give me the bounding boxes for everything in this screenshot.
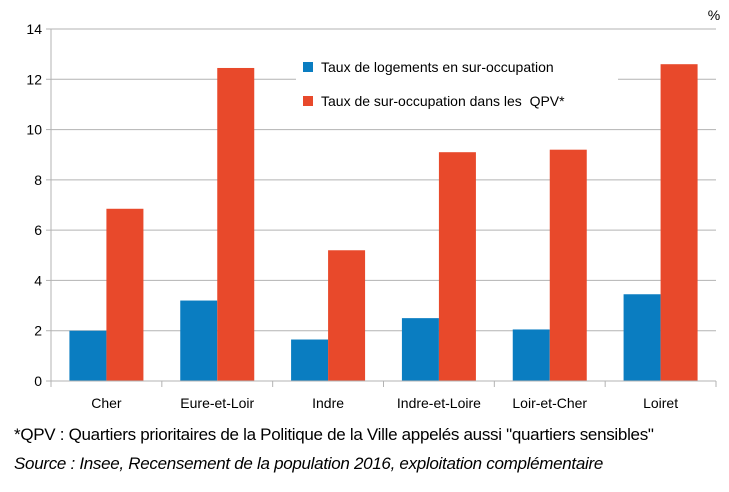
footnote-qpv-definition: *QPV : Quartiers prioritaires de la Poli… xyxy=(14,425,654,444)
y-tick-label: 8 xyxy=(34,172,42,188)
bar-qpv-loiret xyxy=(660,64,698,381)
bar-logements-indre-et-loire xyxy=(401,318,439,381)
legend-swatch-logements xyxy=(303,62,313,72)
x-axis-ticks: Cher Eure-et-Loir Indre Indre-et-Loire Loir-… xyxy=(50,381,717,411)
legend-label-logements: Taux de logements en sur-occupation xyxy=(321,59,554,75)
legend-label-qpv: Taux de sur-occupation dans les QPV* xyxy=(321,93,565,109)
bar-qpv-loir-et-cher xyxy=(549,149,587,381)
x-tick-label: Cher xyxy=(91,395,122,411)
y-axis-unit-label: % xyxy=(708,7,720,23)
y-tick-label: 2 xyxy=(34,323,42,339)
bar-qpv-indre xyxy=(328,250,366,381)
y-axis-ticks: 0 2 4 6 8 10 12 14 xyxy=(26,21,51,389)
bar-qpv-indre-et-loire xyxy=(438,152,476,381)
bar-qpv-eure-et-loir xyxy=(217,67,255,381)
legend-swatch-qpv xyxy=(303,96,313,106)
y-tick-label: 0 xyxy=(34,373,42,389)
chart: 0 2 4 6 8 10 12 14 % Cher Eure-et-Loir Indre Indre… xyxy=(26,7,720,411)
bar-qpv-cher xyxy=(106,208,144,381)
bars xyxy=(69,64,698,381)
y-tick-label: 10 xyxy=(26,122,42,138)
x-tick-label: Loiret xyxy=(643,395,678,411)
bar-logements-eure-et-loir xyxy=(180,300,218,381)
bar-logements-cher xyxy=(69,330,107,381)
x-tick-label: Indre-et-Loire xyxy=(397,395,481,411)
bar-logements-indre xyxy=(291,339,329,381)
y-tick-label: 6 xyxy=(34,222,42,238)
x-tick-label: Indre xyxy=(312,395,344,411)
legend: Taux de logements en sur-occupation Taux… xyxy=(296,48,618,122)
bar-logements-loir-et-cher xyxy=(512,329,550,381)
bar-logements-loiret xyxy=(623,294,661,381)
footnote-source: Source : Insee, Recensement de la popula… xyxy=(14,454,603,473)
legend-background xyxy=(296,48,618,122)
x-tick-label: Eure-et-Loir xyxy=(180,395,254,411)
x-tick-label: Loir-et-Cher xyxy=(512,395,587,411)
y-tick-label: 14 xyxy=(26,21,42,37)
y-tick-label: 12 xyxy=(26,71,42,87)
y-tick-label: 4 xyxy=(34,272,42,288)
